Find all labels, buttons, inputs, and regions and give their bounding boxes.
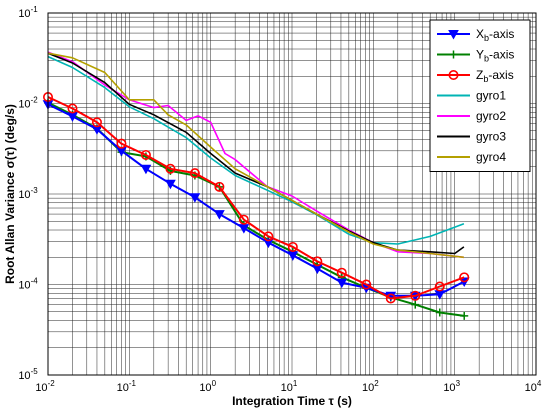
y-tick-label: 10-4 xyxy=(18,277,38,292)
series-line-gyro1 xyxy=(47,55,465,245)
data-point-zb-axis xyxy=(459,272,470,283)
legend-item-xb-axis: Xb-axis xyxy=(437,27,514,43)
data-point-zb-axis xyxy=(165,163,176,174)
data-point-zb-axis xyxy=(91,117,102,128)
legend-label: gyro2 xyxy=(476,109,506,123)
x-tick-label: 101 xyxy=(281,379,298,394)
data-point-xb-axis xyxy=(262,238,274,249)
x-tick-label: 104 xyxy=(525,379,542,394)
data-point-xb-axis xyxy=(214,210,225,220)
y-tick-labels: 10-5 10-4 10-3 10-2 10-1 xyxy=(18,5,38,382)
series-gyro1 xyxy=(47,55,465,245)
x-tick-label: 10-2 xyxy=(35,379,55,394)
data-point-xb-axis xyxy=(165,179,176,190)
x-tick-label: 10-1 xyxy=(117,379,137,394)
plot-frame xyxy=(47,12,537,376)
y-tick-label: 10-1 xyxy=(18,5,38,20)
data-point-xb-axis xyxy=(238,224,250,234)
series-xb-axis xyxy=(42,100,470,302)
x-tick-label: 102 xyxy=(362,379,379,394)
x-tick-label: 103 xyxy=(443,379,460,394)
data-point-zb-axis xyxy=(434,281,445,292)
legend-item-gyro4: gyro4 xyxy=(437,150,506,164)
y-tick-label: 10-5 xyxy=(18,367,38,382)
legend-label: gyro1 xyxy=(476,89,506,103)
data-point-zb-axis xyxy=(336,267,347,278)
series-gyro4 xyxy=(47,52,464,259)
legend-item-gyro2: gyro2 xyxy=(437,109,506,123)
legend-marker xyxy=(449,50,458,59)
data-point-yb-axis xyxy=(411,300,420,309)
series-line-zb-axis xyxy=(47,96,465,300)
data-point-xb-axis xyxy=(287,251,299,261)
series-gyro3 xyxy=(47,52,465,255)
series-line-gyro3 xyxy=(47,52,465,255)
legend: Xb-axis Yb-axis Zb-axis gyro1 gyro2 gyro3 gyro… xyxy=(429,19,531,172)
data-point-zb-axis xyxy=(263,231,274,242)
data-point-xb-axis xyxy=(336,278,348,289)
data-point-zb-axis xyxy=(214,181,225,192)
x-axis-label: Integration Time τ (s) xyxy=(232,394,352,408)
legend-label: Xb-axis xyxy=(476,27,514,43)
data-point-zb-axis xyxy=(287,241,298,252)
data-point-zb-axis xyxy=(312,256,323,267)
legend-marker xyxy=(448,30,459,40)
y-tick-label: 10-3 xyxy=(18,186,38,201)
series-line-gyro4 xyxy=(47,52,464,259)
y-axis-label: Root Allan Variance σ(τ) (deg/s) xyxy=(3,104,17,284)
y-tick-label: 10-2 xyxy=(18,96,38,111)
data-point-zb-axis xyxy=(67,103,78,114)
data-point-zb-axis xyxy=(189,168,200,179)
legend-item-zb-axis: Zb-axis xyxy=(437,68,514,84)
legend-item-gyro1: gyro1 xyxy=(437,89,506,103)
legend-label: Yb-axis xyxy=(476,48,514,64)
data-point-zb-axis xyxy=(140,149,151,160)
series-zb-axis xyxy=(42,91,470,304)
legend-item-yb-axis: Yb-axis xyxy=(437,48,514,64)
series-layer xyxy=(42,51,470,320)
data-point-xb-axis xyxy=(189,193,201,203)
data-point-yb-axis xyxy=(460,311,469,320)
data-point-zb-axis xyxy=(238,214,249,225)
series-gyro2 xyxy=(47,51,464,259)
legend-label: gyro3 xyxy=(476,130,506,144)
legend-marker xyxy=(448,70,459,81)
data-point-zb-axis xyxy=(361,279,372,290)
data-point-zb-axis xyxy=(116,138,127,149)
data-point-zb-axis xyxy=(385,293,396,304)
grid xyxy=(47,13,536,376)
legend-label: gyro4 xyxy=(476,150,506,164)
x-tick-label: 100 xyxy=(199,379,216,394)
legend-item-gyro3: gyro3 xyxy=(437,130,506,144)
legend-label: Zb-axis xyxy=(476,68,514,84)
x-tick-labels: 10-2 10-1 100 101 102 103 104 xyxy=(35,379,542,394)
data-point-yb-axis xyxy=(435,308,444,317)
data-point-xb-axis xyxy=(140,164,152,175)
data-point-zb-axis xyxy=(410,290,421,301)
series-line-gyro2 xyxy=(47,51,464,259)
